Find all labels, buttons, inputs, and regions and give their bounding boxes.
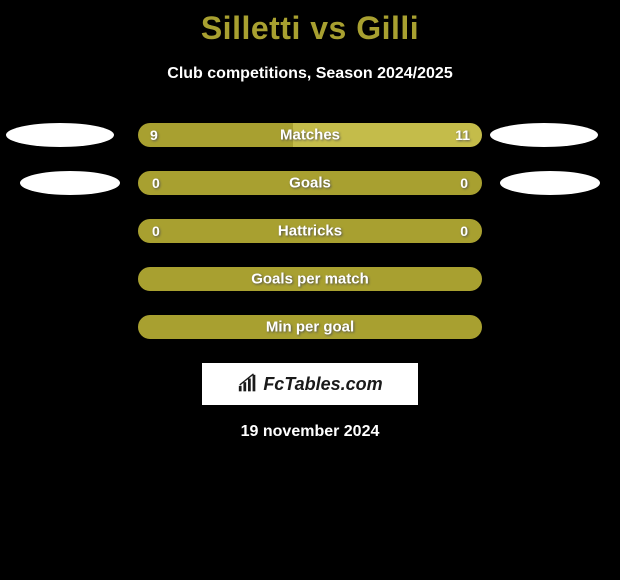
- chart-icon: [237, 373, 259, 395]
- comparison-row: Matches 9 11: [0, 123, 620, 147]
- player-ellipse-left: [20, 171, 120, 195]
- comparison-row: Goals 0 0: [0, 171, 620, 195]
- stat-bar: Hattricks 0 0: [138, 219, 482, 243]
- stat-value-right: 0: [460, 223, 468, 239]
- stat-value-left: 9: [150, 127, 158, 143]
- stat-label: Goals per match: [251, 271, 369, 288]
- stat-label: Matches: [280, 127, 340, 144]
- stat-bar-left: [140, 173, 310, 193]
- stat-bar: Goals 0 0: [138, 171, 482, 195]
- page-title: Silletti vs Gilli: [0, 0, 620, 47]
- comparison-row: Hattricks 0 0: [0, 219, 620, 243]
- player-ellipse-left: [6, 123, 114, 147]
- player-ellipse-right: [500, 171, 600, 195]
- comparison-row: Goals per match: [0, 267, 620, 291]
- stat-bar: Goals per match: [138, 267, 482, 291]
- stat-bar-right: [310, 173, 480, 193]
- player-ellipse-right: [490, 123, 598, 147]
- stat-bar: Min per goal: [138, 315, 482, 339]
- stat-value-left: 0: [152, 223, 160, 239]
- stat-label: Goals: [289, 175, 331, 192]
- stat-label: Hattricks: [278, 223, 342, 240]
- stat-value-left: 0: [152, 175, 160, 191]
- stat-label: Min per goal: [266, 319, 354, 336]
- stat-value-right: 11: [455, 127, 470, 143]
- comparison-rows: Matches 9 11 Goals 0 0 Hattricks 0 0 Goals per ma…: [0, 123, 620, 339]
- stat-value-right: 0: [460, 175, 468, 191]
- stat-bar-left: [138, 123, 293, 147]
- page-subtitle: Club competitions, Season 2024/2025: [0, 65, 620, 83]
- date-text: 19 november 2024: [0, 423, 620, 441]
- stat-bar: Matches 9 11: [138, 123, 482, 147]
- logo-box: FcTables.com: [202, 363, 418, 405]
- comparison-row: Min per goal: [0, 315, 620, 339]
- logo-text: FcTables.com: [263, 374, 382, 395]
